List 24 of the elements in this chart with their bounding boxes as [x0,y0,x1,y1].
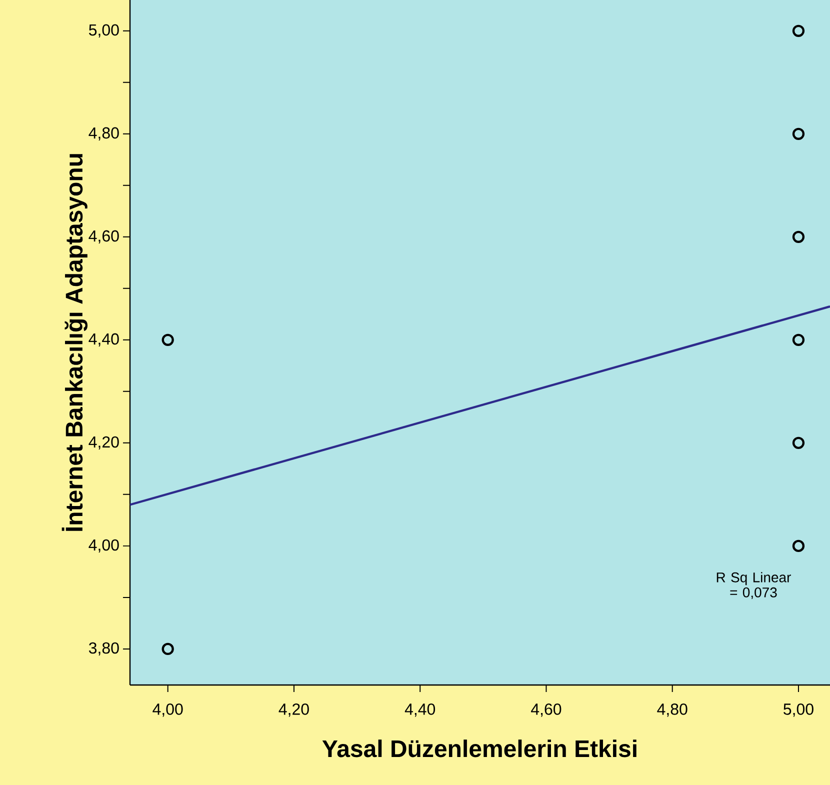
y-tick-label: 4,00 [88,539,119,553]
point [792,24,805,37]
annotation: R Sq Linear = 0,073 [716,572,791,600]
x-tick-label: 4,80 [657,704,688,717]
x-axis-title: Yasal Düzenlemelerin Etkisi [322,740,636,758]
point [162,334,174,346]
point [792,128,805,140]
y-tick-label: 3,80 [88,642,119,656]
x-tick-label: 4,00 [152,704,183,717]
point [792,334,805,346]
y-tick-label: 5,00 [88,24,119,38]
point [792,436,805,450]
x-tick-label: 4,20 [278,704,309,717]
x-tick-label: 4,60 [531,704,562,717]
x-tick-label: 5,00 [784,704,814,717]
point [792,230,805,243]
y-tick-label: 4,40 [88,333,119,347]
y-tick-label: 4,80 [88,127,119,141]
y-tick-label: 4,20 [88,436,119,450]
y-tick-label: 4,60 [88,230,119,244]
point [792,540,805,552]
y-axis-title: İnternet Bankacılığı Adaptasyonu [62,154,88,531]
point [162,642,174,656]
x-tick-label: 4,40 [404,704,436,717]
